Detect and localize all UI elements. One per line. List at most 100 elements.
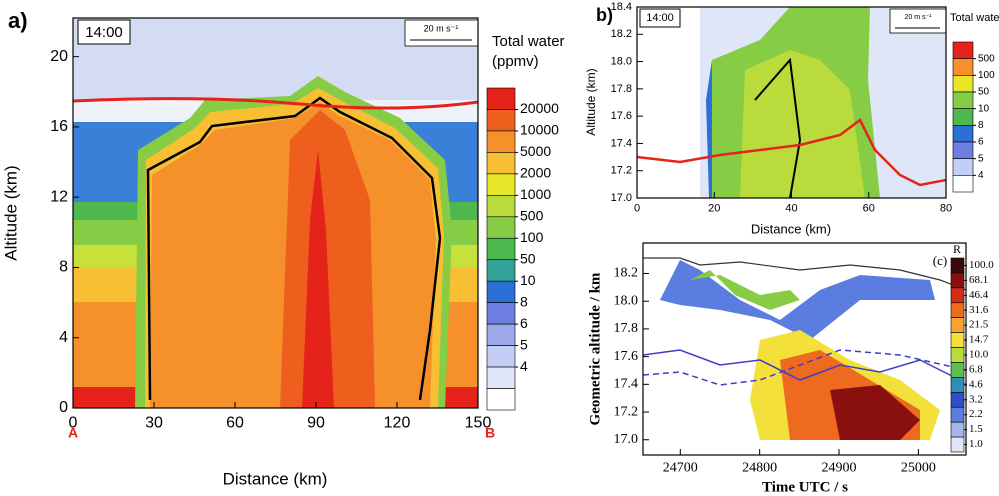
start-label: A [68,425,78,441]
colorbar-swatch [950,392,965,408]
x-tick-label: 80 [940,202,952,214]
y-tick-label: 17.4 [611,137,632,149]
time-box [639,8,681,28]
colorbar-swatch [950,272,965,289]
y-tick-label: 12 [50,188,68,205]
time-label: 14:00 [646,12,674,24]
y-axis-label: Altitude (km) [1,165,20,260]
colorbar-title: Total water [950,12,999,24]
x-tick-label: 0 [69,414,78,431]
colorbar-label: 100 [978,70,995,81]
colorbar-swatch [952,175,974,193]
colorbar-label: 5 [978,153,984,164]
y-tick-label: 4 [59,329,68,346]
y-tick-label: 17.0 [611,192,632,204]
y-tick-label: 17.8 [611,83,632,95]
x-tick-label: 60 [863,202,875,214]
colorbar-label: 500 [520,208,544,224]
y-tick-label: 18.0 [614,293,639,308]
y-tick-label: 17.0 [614,432,639,447]
x-axis-label: Distance (km) [223,469,328,488]
time-box [77,19,131,45]
colorbar-label: 1000 [520,186,551,202]
colorbar-label: 100 [520,229,544,245]
colorbar-label: 2000 [520,165,551,181]
colorbar-title: Total water [492,33,565,50]
colorbar-swatch [952,141,974,159]
field-b [637,7,946,198]
colorbar-swatch [950,332,965,348]
panel-label: (c) [933,253,947,268]
colorbar-title: (ppmv) [492,53,539,70]
x-tick-label: 40 [785,202,797,214]
vector-label: 20 m s⁻¹ [424,23,459,33]
plot-frame [642,242,967,456]
colorbar-swatch [486,87,516,110]
colorbar-swatch [486,173,516,196]
colorbar-label: 8 [520,293,528,309]
y-tick-label: 20 [50,48,68,65]
colorbar-swatch [950,317,965,333]
colorbar-swatch [486,280,516,303]
colorbar-swatch [486,388,516,411]
vector-label: 20 m s⁻¹ [904,14,932,21]
colorbar-label: 68.1 [969,274,988,286]
colorbar-swatch [952,58,974,76]
colorbar-swatch [486,302,516,325]
colorbar-swatch [486,216,516,239]
x-tick-label: 24800 [742,461,777,476]
y-tick-label: 18.0 [611,55,632,67]
colorbar-swatch [950,421,965,438]
y-tick-label: 17.8 [614,321,639,336]
colorbar-label: 5000 [520,143,551,159]
y-tick-label: 8 [59,259,68,276]
colorbar-label: 4 [978,170,984,181]
y-tick-label: 17.4 [614,377,639,392]
colorbar-label: 10000 [520,122,559,138]
colorbar-swatch [486,195,516,218]
y-tick-label: 18.2 [614,266,639,281]
colorbar-swatch [486,323,516,346]
x-tick-label: 90 [307,414,325,431]
colorbar-label: 14.7 [969,334,989,346]
colorbar-label: 10.0 [969,349,989,361]
colorbar-swatch [952,91,974,109]
y-tick-label: 17.6 [614,349,639,364]
colorbar-label: 1.0 [969,438,983,450]
colorbar-label: 100.0 [969,259,994,271]
field-a [73,18,478,408]
colorbar-swatch [950,436,965,453]
plot-frame [72,17,479,409]
x-axis-label: Time UTC / s [762,479,848,495]
panel-label: b) [596,5,613,25]
colorbar-swatch [486,345,516,368]
colorbar-label: 1.5 [969,423,983,435]
y-tick-label: 0 [59,399,68,416]
colorbar-label: 21.5 [969,319,989,331]
colorbar-label: 3.2 [969,393,983,405]
colorbar-label: 2.2 [969,408,983,420]
colorbar-swatch [952,125,974,143]
colorbar-swatch [952,158,974,176]
colorbar-swatch [952,75,974,93]
x-tick-label: 0 [634,202,640,214]
colorbar-swatch [950,257,965,274]
panel-label: a) [8,8,28,33]
colorbar-swatch [950,287,965,304]
end-label: B [485,425,495,441]
y-tick-label: 18.4 [611,1,632,13]
y-axis-label: Geometric altitude / km [587,272,603,425]
x-axis-label: Distance (km) [751,221,831,236]
colorbar-swatch [486,237,516,261]
colorbar-swatch [950,347,965,363]
colorbar-swatch [950,302,965,318]
colorbar-label: 6 [520,315,528,331]
x-tick-label: 24900 [822,461,857,476]
colorbar-label: 5 [520,336,528,352]
colorbar-label: 500 [978,53,995,64]
colorbar-label: 6.8 [969,363,983,375]
colorbar-swatch [486,366,516,389]
x-tick-label: 60 [226,414,244,431]
colorbar-label: 50 [978,87,990,98]
